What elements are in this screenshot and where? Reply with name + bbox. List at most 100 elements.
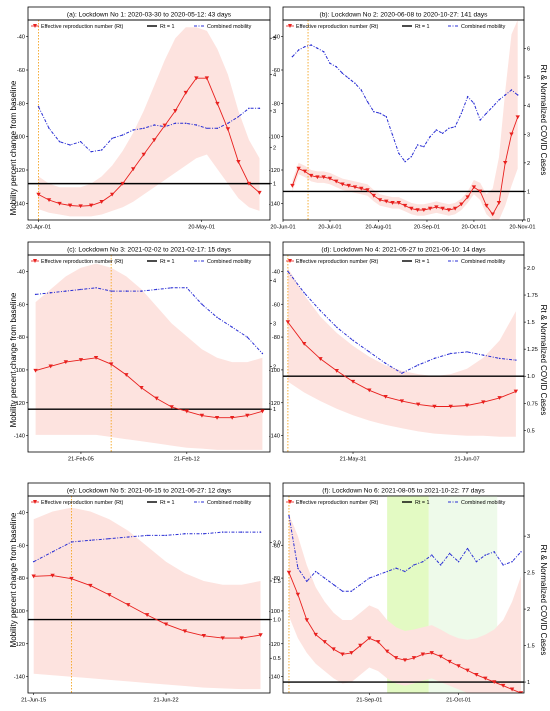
mobility-line xyxy=(38,106,260,153)
left-axis-tick-label: -80 xyxy=(17,101,25,107)
mobility-point xyxy=(259,531,262,533)
rt-point xyxy=(78,358,84,362)
rt-point xyxy=(109,192,115,197)
rt-point xyxy=(183,90,189,95)
plot-frame xyxy=(27,19,271,221)
legend-mobility-label: Combined mobility xyxy=(461,259,506,265)
x-axis-tick-label: 20-Oct-01 xyxy=(461,225,486,231)
rt-point xyxy=(340,182,345,187)
mobility-point xyxy=(466,95,469,98)
rt-line xyxy=(35,357,263,419)
mobility-point xyxy=(329,62,331,65)
left-axis-tick-label: -120 xyxy=(269,168,280,174)
left-axis-tick-label: -140 xyxy=(269,675,280,681)
left-axis-tick-label: -140 xyxy=(14,434,25,440)
mobility-point xyxy=(70,541,73,543)
mobility-point xyxy=(352,339,354,342)
x-axis-tick-label: 21-Oct-01 xyxy=(446,698,471,704)
plot-area xyxy=(28,496,270,693)
rt-point xyxy=(409,206,414,211)
right-axis-tick-label: 1 xyxy=(273,407,276,413)
mobility-point xyxy=(201,303,203,305)
mobility-point xyxy=(288,515,290,517)
rt-point xyxy=(350,379,356,384)
rt-point xyxy=(334,179,339,184)
rt-point xyxy=(88,203,94,208)
mobility-point xyxy=(341,590,344,592)
panel-title: (d): Lockdown No 4: 2021-05-27 to 2021-0… xyxy=(321,247,486,254)
mobility-point xyxy=(258,107,261,110)
left-axis-tick-label: -120 xyxy=(269,401,280,407)
rt-point xyxy=(447,659,452,664)
rt-point xyxy=(377,198,383,202)
mobility-point xyxy=(429,135,431,138)
mobility-point xyxy=(58,140,61,143)
rt-point xyxy=(318,357,323,361)
mobility-point xyxy=(515,359,517,361)
legend-rt-label: Effective reproduction number (Rt) xyxy=(296,259,378,265)
rt-point xyxy=(477,189,483,194)
rt-point xyxy=(346,183,351,188)
rt-point xyxy=(131,167,136,172)
rt-point xyxy=(503,161,508,165)
mobility-point xyxy=(384,362,387,365)
mobility-point xyxy=(319,310,322,312)
rt-point xyxy=(48,364,53,369)
left-axis-tick-label: -100 xyxy=(269,609,280,615)
rt-point xyxy=(88,583,93,588)
ylabel-right-middle: Rt & Normalized COVID Cases xyxy=(539,305,548,416)
rt-confidence-band xyxy=(33,507,261,690)
mobility-point xyxy=(240,531,243,533)
mobility-point xyxy=(146,534,148,537)
right-axis-tick-label: 3 xyxy=(527,534,530,540)
right-axis-tick-label: 1 xyxy=(527,189,530,195)
x-axis-tick-label: 20-Aug-01 xyxy=(365,225,391,231)
right-axis-tick-label: 0 xyxy=(527,218,530,224)
rt-point xyxy=(290,183,295,188)
mobility-point xyxy=(203,533,205,535)
rt-point xyxy=(513,389,519,394)
right-axis-tick-label: 2 xyxy=(273,145,276,151)
mobility-point xyxy=(475,560,478,563)
rt-point xyxy=(358,643,363,648)
rt-point xyxy=(420,652,426,657)
rt-point xyxy=(173,109,178,113)
rt-point xyxy=(515,115,520,120)
mobility-point xyxy=(316,47,319,50)
rt-point xyxy=(295,592,301,597)
x-axis-tick-label: 20-Nov-01 xyxy=(509,225,535,231)
x-axis-tick-label: 21-Sep-01 xyxy=(356,698,382,704)
mobility-point xyxy=(502,564,504,566)
plot-area xyxy=(28,20,270,220)
left-axis-tick-label: -140 xyxy=(269,201,280,207)
mobility-point xyxy=(416,144,419,146)
panel-title: (a): Lockdown No 1: 2020-03-30 to 2020-0… xyxy=(67,12,232,19)
mobility-point xyxy=(322,50,325,53)
right-axis-tick-label: 0.5 xyxy=(527,428,535,434)
left-axis-tick-label: -100 xyxy=(269,135,280,141)
rt-point xyxy=(163,622,169,627)
mobility-point xyxy=(95,287,97,289)
right-axis-tick-label: 2.5 xyxy=(527,571,535,577)
mobility-point xyxy=(49,292,52,294)
legend-rt1-label: Rt = 1 xyxy=(415,24,430,30)
mobility-point xyxy=(504,94,506,96)
rt-point xyxy=(390,201,395,205)
rt-line xyxy=(38,77,260,207)
rt-point xyxy=(500,683,506,688)
mobility-point xyxy=(51,551,54,553)
rt-point xyxy=(141,152,146,157)
plot-frame xyxy=(282,254,525,453)
right-axis-tick-label: 2.0 xyxy=(273,540,281,546)
panel-4: (e): Lockdown No 5: 2021-06-15 to 2021-0… xyxy=(14,482,281,704)
left-axis-tick-label: -60 xyxy=(17,302,25,308)
rt-point xyxy=(225,127,231,132)
rt-point xyxy=(331,647,336,652)
rt-point xyxy=(302,169,308,174)
right-axis-tick-label: 2 xyxy=(527,607,530,613)
rt-point xyxy=(50,573,55,578)
mobility-point xyxy=(498,357,501,360)
mobility-point xyxy=(484,554,487,556)
mobility-point xyxy=(231,326,233,328)
